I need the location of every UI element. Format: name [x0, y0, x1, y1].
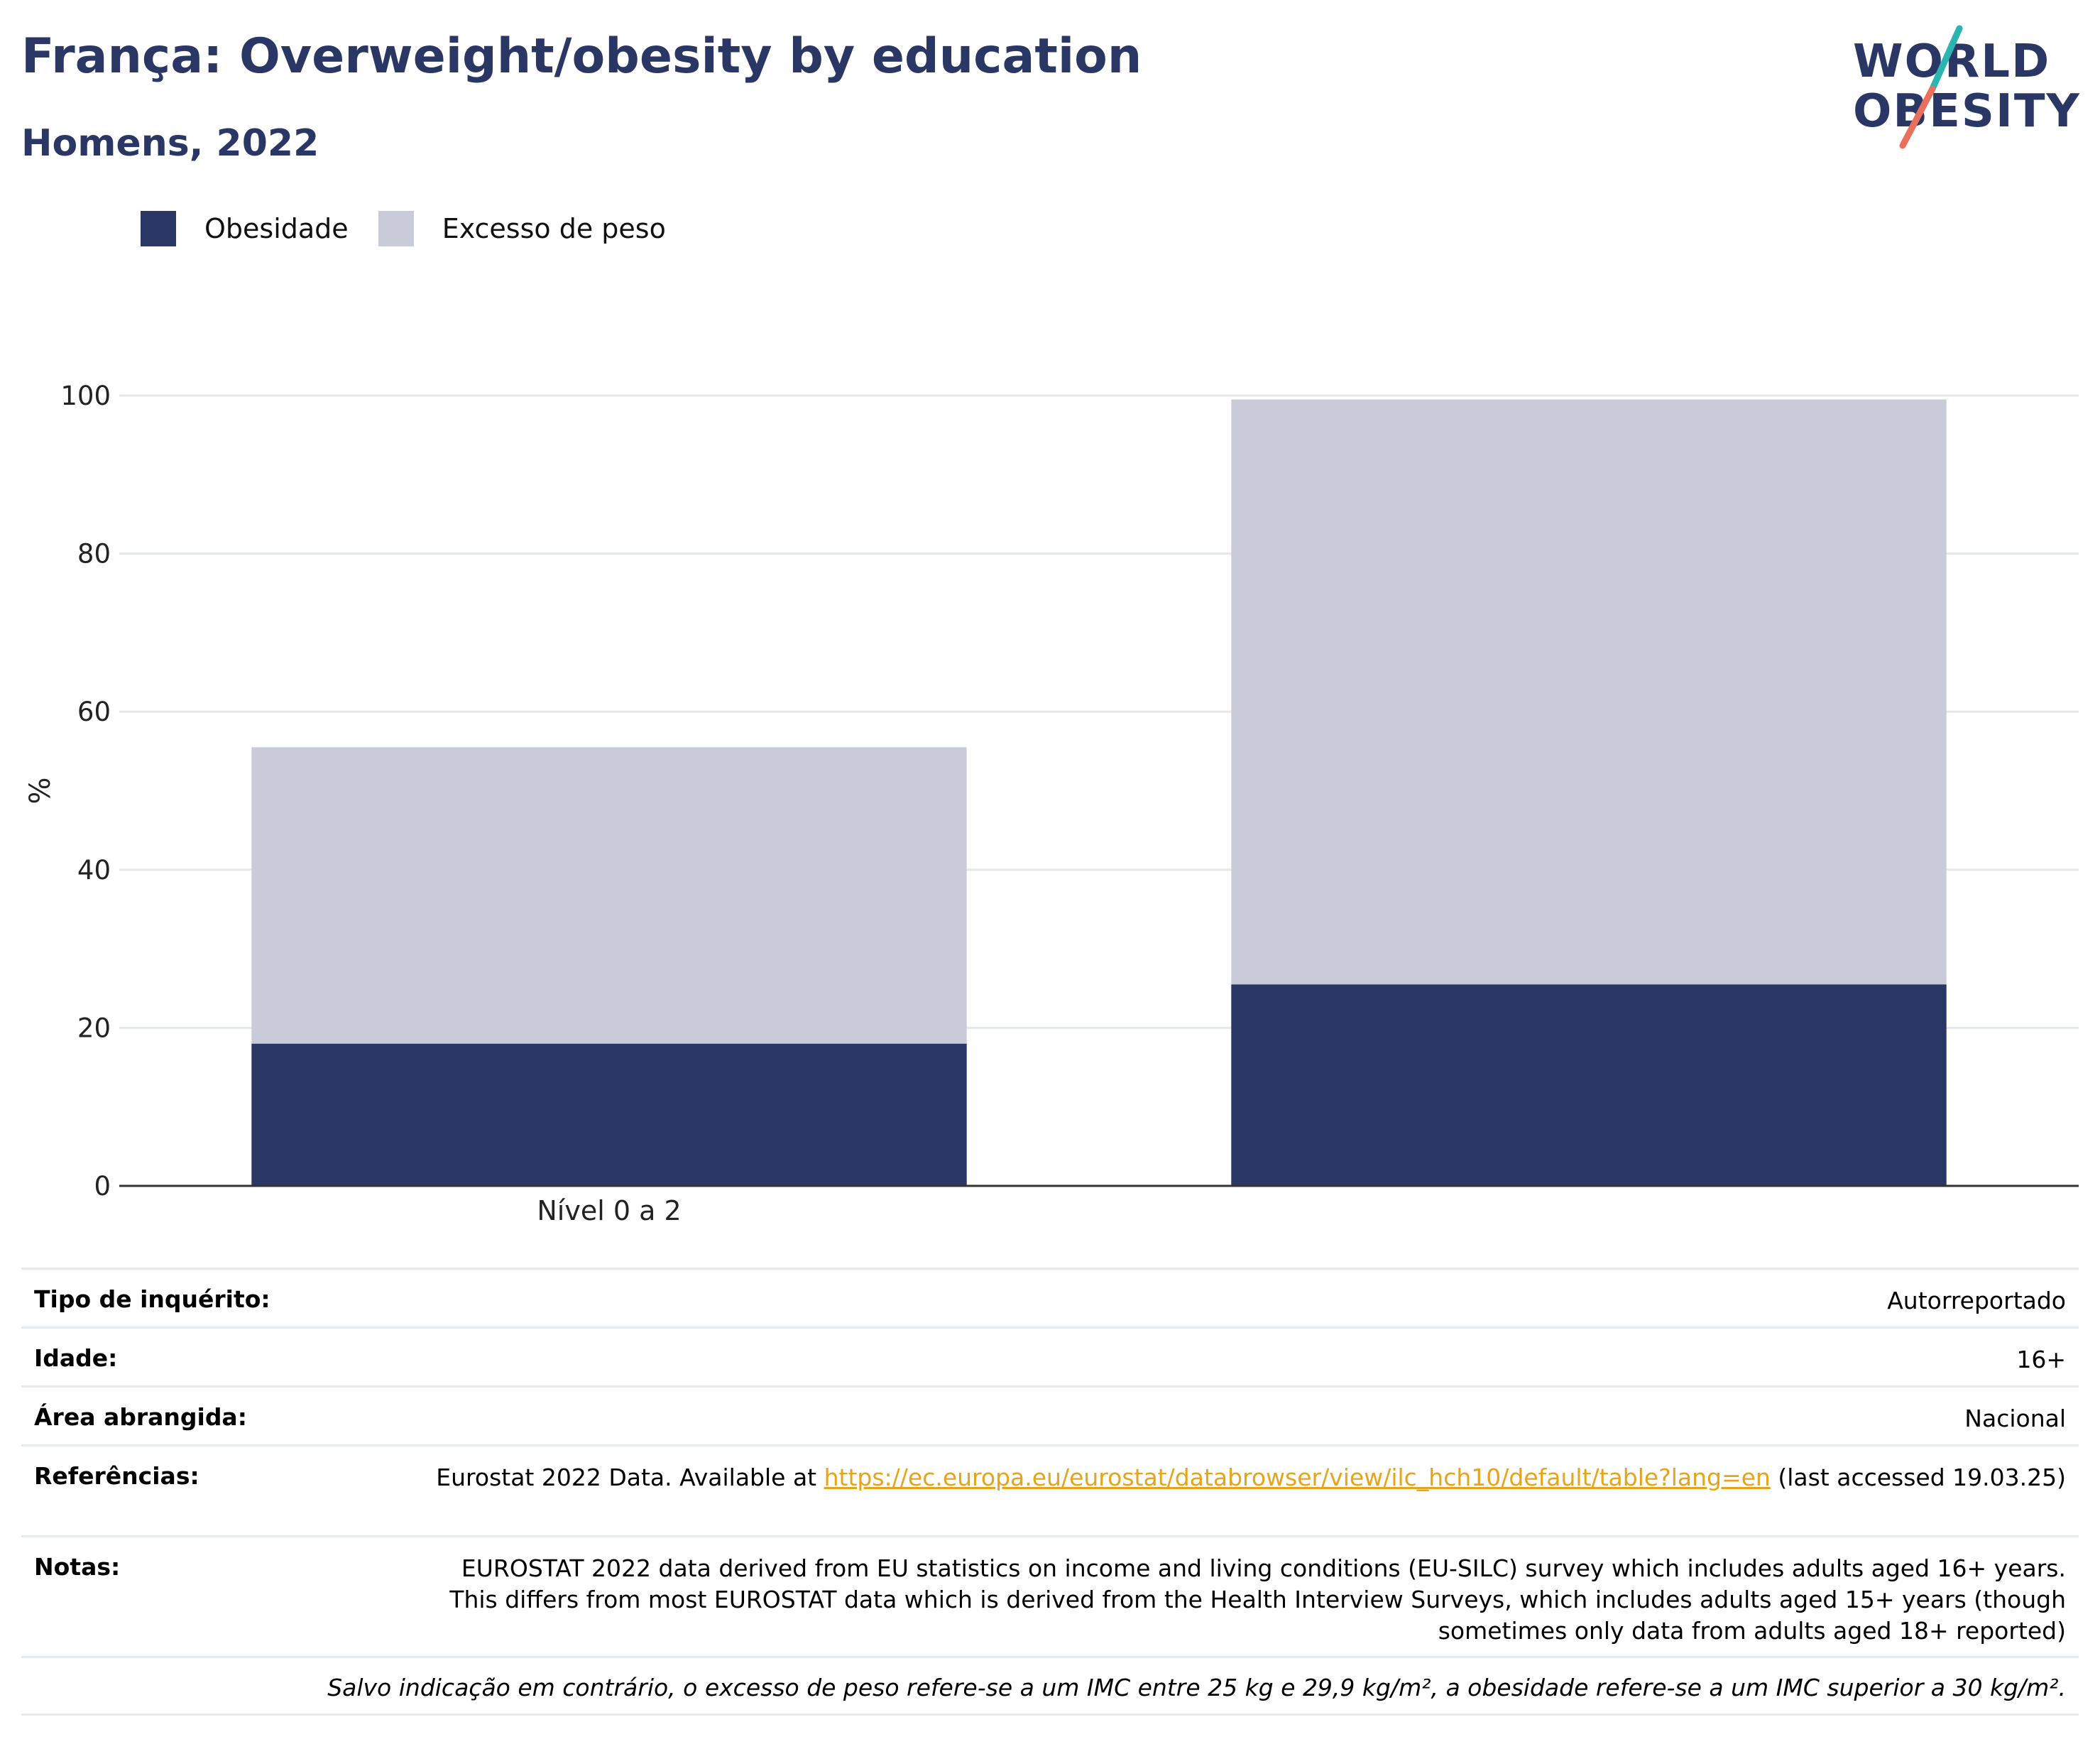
info-key: Idade: — [34, 1344, 118, 1372]
bar-overweight — [251, 747, 967, 1044]
logo-slash-icon — [1899, 25, 1963, 149]
x-tick-label: Nível 0 a 2 — [537, 1195, 681, 1226]
info-row-age: Idade: 16+ — [21, 1326, 2079, 1385]
legend-swatch-obesity — [141, 211, 176, 246]
chart-legend: Obesidade Excesso de peso — [141, 211, 696, 246]
bar-overweight — [1231, 399, 1947, 985]
bmi-footnote: Salvo indicação em contrário, o excesso … — [327, 1674, 2066, 1701]
y-axis-title: % — [24, 777, 57, 804]
info-row-references: Referências: Eurostat 2022 Data. Availab… — [21, 1444, 2079, 1535]
bar-obesity — [1231, 984, 1947, 1186]
info-table: Tipo de inquérito: Autorreportado Idade:… — [21, 1268, 2079, 1716]
info-row-area: Área abrangida: Nacional — [21, 1385, 2079, 1444]
info-key: Área abrangida: — [34, 1403, 247, 1431]
page-title: França: Overweight/obesity by education — [21, 28, 1142, 85]
y-tick-label: 40 — [77, 855, 111, 886]
reference-suffix: (last accessed 19.03.25) — [1770, 1464, 2066, 1491]
legend-item-obesity[interactable]: Obesidade — [141, 211, 349, 246]
info-row-notes: Notas: EUROSTAT 2022 data derived from E… — [21, 1535, 2079, 1656]
logo-text-obesity: OBESITY — [1853, 85, 2081, 138]
info-value: Eurostat 2022 Data. Available at https:/… — [436, 1462, 2066, 1493]
info-row-survey-type: Tipo de inquérito: Autorreportado — [21, 1268, 2079, 1326]
world-obesity-logo: WORLD OBESITY — [1853, 21, 2087, 153]
y-tick-label: 60 — [77, 697, 111, 727]
y-tick-label: 80 — [77, 539, 111, 570]
info-row-footnote: Salvo indicação em contrário, o excesso … — [21, 1656, 2079, 1716]
reference-prefix: Eurostat 2022 Data. Available at — [436, 1464, 824, 1491]
info-value: Nacional — [1964, 1405, 2066, 1432]
info-key: Tipo de inquérito: — [34, 1285, 270, 1313]
reference-link[interactable]: https://ec.europa.eu/eurostat/databrowse… — [824, 1464, 1771, 1491]
legend-swatch-overweight — [378, 211, 414, 246]
info-value: EUROSTAT 2022 data derived from EU stati… — [449, 1554, 2066, 1645]
info-value: 16+ — [2016, 1346, 2066, 1373]
info-key: Referências: — [34, 1462, 199, 1490]
info-value: Autorreportado — [1887, 1287, 2066, 1314]
bar-obesity — [251, 1043, 967, 1186]
y-tick-label: 20 — [77, 1013, 111, 1043]
legend-label-obesity: Obesidade — [204, 213, 349, 244]
legend-label-overweight: Excesso de peso — [442, 213, 666, 244]
y-tick-label: 0 — [94, 1171, 111, 1202]
y-tick-label: 100 — [60, 381, 111, 411]
page-subtitle: Homens, 2022 — [21, 122, 319, 165]
bar-chart: 0 20 40 60 80 100% Nível 0 a 2 — [24, 381, 2079, 1226]
info-key: Notas: — [34, 1553, 121, 1581]
legend-item-overweight[interactable]: Excesso de peso — [378, 211, 666, 246]
